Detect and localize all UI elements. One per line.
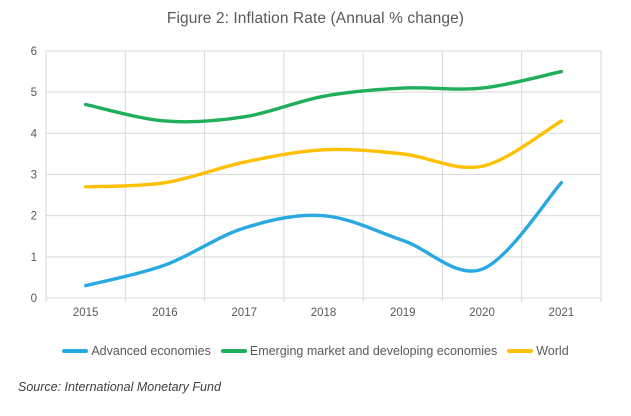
legend-line-swatch-yellow	[507, 349, 534, 353]
y-axis-tick-label: 5	[31, 87, 37, 99]
legend-item-advanced-economies: Advanced economies	[62, 344, 211, 358]
y-axis-tick-label: 4	[31, 128, 38, 140]
x-axis-tick-label: 2021	[549, 307, 575, 319]
legend-label-advanced-economies: Advanced economies	[91, 344, 211, 358]
x-axis-tick-label: 2018	[311, 307, 337, 319]
source-note: Source: International Monetary Fund	[18, 380, 221, 394]
legend-label-emerging-economies: Emerging market and developing economies	[249, 344, 498, 358]
series-line-emerging-market-and-developing-economies	[83, 69, 564, 124]
x-axis-tick-label: 2019	[390, 307, 416, 319]
y-axis-tick-label: 6	[31, 46, 37, 58]
y-axis-tick-label: 0	[31, 293, 37, 305]
y-axis-tick-label: 1	[31, 252, 37, 264]
legend-label-world: World	[536, 344, 569, 358]
series-line-advanced-economies	[83, 181, 564, 288]
y-axis-tick-label: 3	[31, 170, 37, 182]
legend: Advanced economies Emerging market and d…	[0, 344, 631, 358]
y-axis-tick-label: 2	[31, 211, 37, 223]
x-axis-tick-label: 2015	[73, 307, 99, 319]
x-axis-tick-label: 2017	[231, 307, 257, 319]
legend-line-swatch-green	[220, 349, 247, 353]
series-line-world	[83, 119, 564, 189]
x-axis-tick-label: 2016	[152, 307, 178, 319]
legend-item-world: World	[507, 344, 569, 358]
chart-title: Figure 2: Inflation Rate (Annual % chang…	[166, 10, 465, 27]
x-axis-tick-label: 2020	[469, 307, 495, 319]
legend-item-emerging-economies: Emerging market and developing economies	[220, 344, 498, 358]
legend-line-swatch-blue	[62, 349, 89, 353]
